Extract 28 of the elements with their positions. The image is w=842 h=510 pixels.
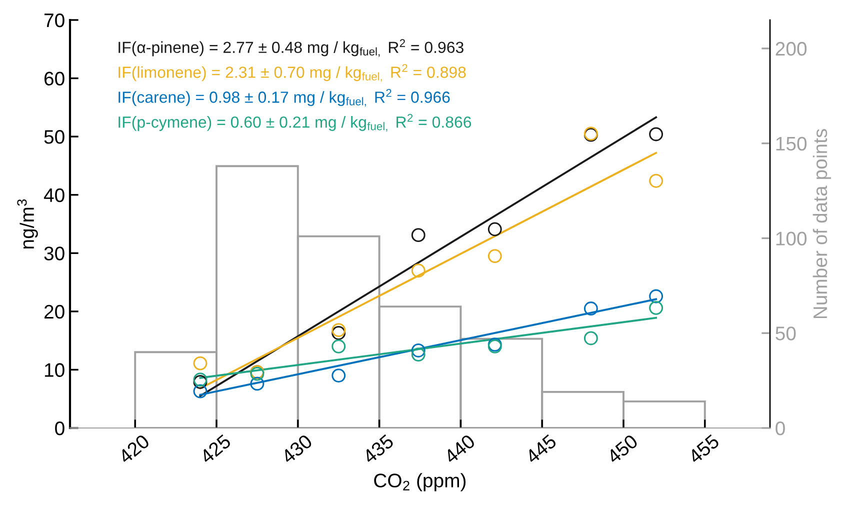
text: IF(p-cymene) = 0.60 ± 0.21 mg / kg$_{fuel,}$ R$^{2}$ = 0.866 (118, 114, 472, 132)
x-axis-title: CO$_{2}$ (ppm) (374, 473, 466, 492)
x-tick-label: 445 (524, 434, 558, 464)
x-tick-label: 420 (118, 434, 150, 464)
y-tick-label: 40 (44, 188, 64, 202)
text: IF(carene) = 0.98 ± 0.17 mg / kg$_{fuel,}$ R$^{2}$ = 0.966 (118, 89, 450, 107)
y-axis-title: ng/m$^{3}$ (17, 199, 38, 248)
y-tick-label: 70 (44, 13, 64, 28)
y2-tick-label: 50 (776, 326, 796, 340)
y2-tick-label: 200 (776, 42, 807, 56)
x-tick-label: 455 (687, 434, 720, 464)
x-tick-label: 425 (198, 434, 232, 464)
y-tick-label: 0 (55, 421, 64, 436)
text: IF(limonene) = 2.31 ± 0.70 mg / kg$_{fuel,}$ R$^{2}$ = 0.898 (118, 64, 466, 82)
y-tick-label: 60 (44, 72, 64, 86)
x-tick-label: 440 (443, 434, 476, 464)
y-tick-label: 30 (44, 246, 64, 260)
y2-tick-label: 150 (776, 136, 807, 151)
y-tick-label: 50 (44, 130, 64, 144)
y2-tick-label: 0 (776, 421, 785, 436)
x-tick-label: 450 (606, 434, 639, 464)
x-tick-label: 435 (362, 434, 394, 464)
text: IF(α-pinene) = 2.77 ± 0.48 mg / kg$_{fuel,}$ R$^{2}$ = 0.963 (118, 39, 464, 57)
y-tick-label: 10 (44, 363, 64, 377)
y2-axis-title: Number of data points (812, 129, 831, 318)
y-tick-label: 20 (44, 304, 64, 319)
y2-tick-label: 100 (776, 232, 807, 246)
x-tick-label: 430 (280, 434, 314, 464)
